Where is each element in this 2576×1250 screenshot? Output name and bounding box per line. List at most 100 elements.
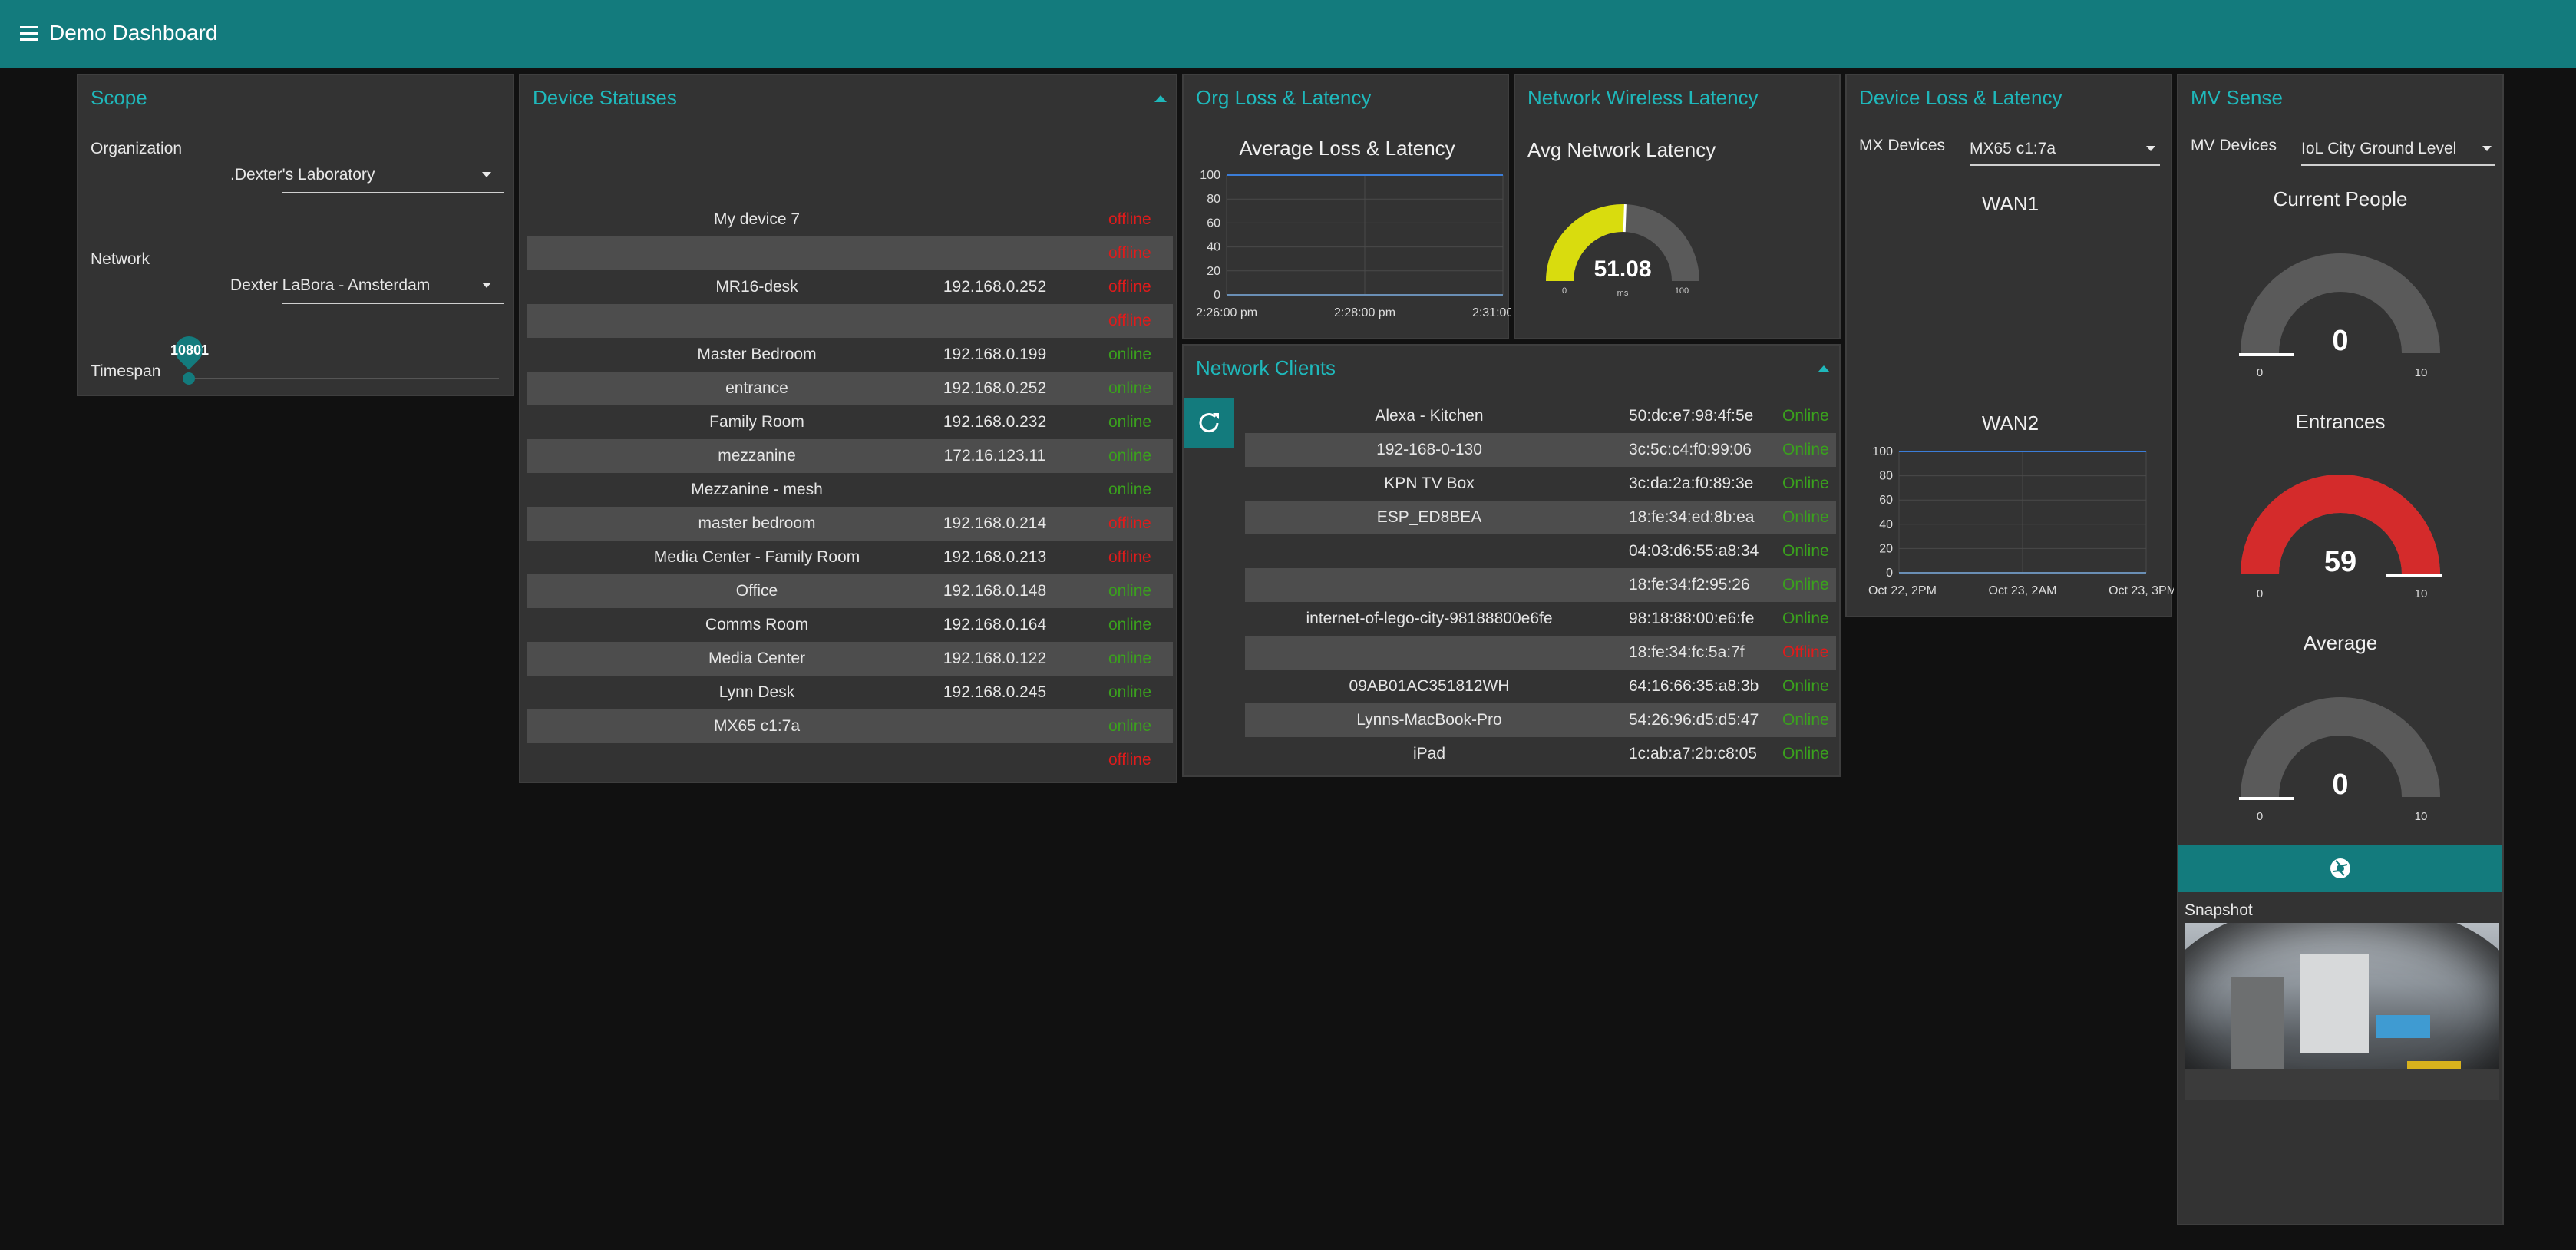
device-status-row[interactable]: offline: [527, 743, 1173, 777]
snapshot-floor: [2185, 1069, 2499, 1100]
client-row[interactable]: 192-168-0-130 3c:5c:c4:f0:99:06 Online: [1245, 433, 1836, 467]
device-status-list: My device 7 offline offline MR16-desk 192.16…: [527, 203, 1173, 777]
device-status-row[interactable]: Lynn Desk 192.168.0.245 online: [527, 676, 1173, 709]
chevron-down-icon: [482, 283, 491, 288]
device-status-row[interactable]: Family Room 192.168.0.232 online: [527, 405, 1173, 439]
mv-devices-select[interactable]: IoL City Ground Level: [2301, 134, 2498, 167]
gauge-value: 51.08: [1593, 256, 1651, 282]
snapshot-building-left: [2231, 977, 2284, 1069]
gauge-value: 59: [2324, 546, 2356, 578]
device-status-row[interactable]: offline: [527, 236, 1173, 270]
device-status: offline: [1108, 244, 1151, 262]
device-status-row[interactable]: Media Center - Family Room 192.168.0.213 o…: [527, 541, 1173, 574]
client-row[interactable]: ESP_ED8BEA 18:fe:34:ed:8b:ea Online: [1245, 501, 1836, 534]
mv-sense-panel: MV Sense MV Devices IoL City Ground Leve…: [2177, 74, 2504, 1225]
x-tick-label: 2:28:00 pm: [1334, 306, 1395, 319]
app-title: Demo Dashboard: [49, 21, 218, 45]
collapse-icon[interactable]: [1154, 95, 1167, 102]
device-status: offline: [1108, 278, 1151, 296]
client-row[interactable]: internet-of-lego-city-98188800e6fe 98:18:…: [1245, 602, 1836, 636]
client-status: Online: [1782, 745, 1829, 762]
client-row[interactable]: Alexa - Kitchen 50:dc:e7:98:4f:5e Online: [1245, 399, 1836, 433]
client-row[interactable]: 18:fe:34:fc:5a:7f Offline: [1245, 636, 1836, 670]
org-loss-chart: 0 20 40 60 80 100 2:26:00 pm 2:28:00 pm 2:31:00 …: [1196, 169, 1511, 319]
device-name: MX65 c1:7a: [713, 717, 801, 735]
device-status-row[interactable]: master bedroom 192.168.0.214 offline: [527, 507, 1173, 541]
gauge-max: 10: [2415, 587, 2428, 600]
gauge-min: 0: [2257, 587, 2263, 600]
client-name: 09AB01AC351812WH: [1349, 677, 1510, 695]
device-status: online: [1108, 717, 1152, 735]
slider-track: [189, 378, 499, 379]
snapshot-train: [2376, 1015, 2430, 1038]
device-statuses-panel: Device Statuses My device 7 offline offlin…: [519, 74, 1177, 783]
device-status: offline: [1108, 514, 1151, 532]
client-row[interactable]: KPN TV Box 3c:da:2a:f0:89:3e Online: [1245, 467, 1836, 501]
org-loss-chart-title: Average Loss & Latency: [1239, 137, 1455, 160]
y-tick-label: 100: [1200, 169, 1220, 182]
client-mac: 3c:da:2a:f0:89:3e: [1629, 475, 1754, 492]
device-loss-title: Device Loss & Latency: [1859, 86, 2062, 109]
client-row[interactable]: Lynns-MacBook-Pro 54:26:96:d5:d5:47 Online: [1245, 703, 1836, 737]
device-name: Comms Room: [705, 616, 809, 633]
device-name: Mezzanine - mesh: [691, 481, 823, 498]
y-tick-label: 40: [1207, 241, 1220, 254]
wan2-title: WAN2: [1981, 412, 2039, 435]
client-name: Alexa - Kitchen: [1375, 407, 1484, 425]
network-select[interactable]: Dexter LaBora - Amsterdam: [206, 273, 513, 307]
device-status-row[interactable]: My device 7 offline: [527, 203, 1173, 236]
device-status-row[interactable]: Mezzanine - mesh online: [527, 473, 1173, 507]
menu-icon[interactable]: [20, 26, 38, 41]
slider-thumb[interactable]: [183, 372, 195, 385]
device-ip: 192.168.0.245: [943, 683, 1047, 701]
client-mac: 1c:ab:a7:2b:c8:05: [1629, 745, 1757, 762]
refresh-button[interactable]: [1184, 398, 1234, 448]
device-status-row[interactable]: Master Bedroom 192.168.0.199 online: [527, 338, 1173, 372]
device-status-row[interactable]: MR16-desk 192.168.0.252 offline: [527, 270, 1173, 304]
device-name: Office: [735, 582, 778, 600]
device-status-row[interactable]: entrance 192.168.0.252 online: [527, 372, 1173, 405]
device-status-row[interactable]: offline: [527, 304, 1173, 338]
device-status-row[interactable]: mezzanine 172.16.123.11 online: [527, 439, 1173, 473]
client-status: Online: [1782, 441, 1829, 458]
device-ip: 192.168.0.214: [943, 514, 1047, 532]
wan2-chart: 0 20 40 60 80 100 Oct 22, 2PM Oct 23, 2AM Oct 23…: [1868, 445, 2174, 597]
gauge-fill: [2241, 475, 2440, 574]
mv-devices-underline: [2301, 164, 2495, 166]
mv-sense-title: MV Sense: [2191, 86, 2283, 109]
y-tick-label: 60: [1207, 217, 1220, 230]
device-status-row[interactable]: Comms Room 192.168.0.164 online: [527, 608, 1173, 642]
client-row[interactable]: 04:03:d6:55:a8:34 Online: [1245, 534, 1836, 568]
collapse-icon[interactable]: [1818, 365, 1830, 372]
client-name: iPad: [1412, 745, 1446, 762]
gauge-value: 0: [2332, 769, 2348, 801]
client-row[interactable]: 09AB01AC351812WH 64:16:66:35:a8:3b Online: [1245, 670, 1836, 703]
network-underline: [282, 303, 504, 304]
mx-devices-select[interactable]: MX65 c1:7a: [1970, 134, 2166, 167]
client-row[interactable]: iPad 1c:ab:a7:2b:c8:05 Online: [1245, 737, 1836, 771]
mx-devices-underline: [1970, 164, 2160, 166]
slider-value: 10801: [170, 342, 210, 358]
timespan-slider[interactable]: 10801: [169, 330, 504, 385]
device-status-row[interactable]: Office 192.168.0.148 online: [527, 574, 1173, 608]
mv-devices-value: IoL City Ground Level: [2301, 140, 2457, 157]
gauge-max: 10: [2415, 810, 2428, 823]
y-tick-label: 0: [1886, 567, 1893, 580]
device-loss-panel: Device Loss & Latency MX Devices MX65 c1…: [1845, 74, 2174, 617]
client-name: 192-168-0-130: [1376, 441, 1482, 458]
device-status-row[interactable]: Media Center 192.168.0.122 online: [527, 642, 1173, 676]
wireless-latency-title: Network Wireless Latency: [1527, 86, 1759, 109]
x-tick-label: 2:31:00 pm: [1472, 306, 1511, 319]
camera-snapshot-button[interactable]: [2178, 845, 2502, 892]
client-name: ESP_ED8BEA: [1376, 508, 1482, 526]
device-name: master bedroom: [698, 514, 816, 532]
client-name: Lynns-MacBook-Pro: [1356, 711, 1502, 729]
x-tick-label: Oct 22, 2PM: [1868, 584, 1937, 597]
organization-select[interactable]: .Dexter's Laboratory: [206, 163, 513, 197]
device-status-row[interactable]: MX65 c1:7a online: [527, 709, 1173, 743]
gauge-unit: ms: [1617, 289, 1629, 298]
gauge-fill: [1546, 204, 1626, 281]
client-row[interactable]: 18:fe:34:f2:95:26 Online: [1245, 568, 1836, 602]
device-name: MR16-desk: [715, 278, 798, 296]
y-tick-label: 60: [1879, 494, 1893, 507]
